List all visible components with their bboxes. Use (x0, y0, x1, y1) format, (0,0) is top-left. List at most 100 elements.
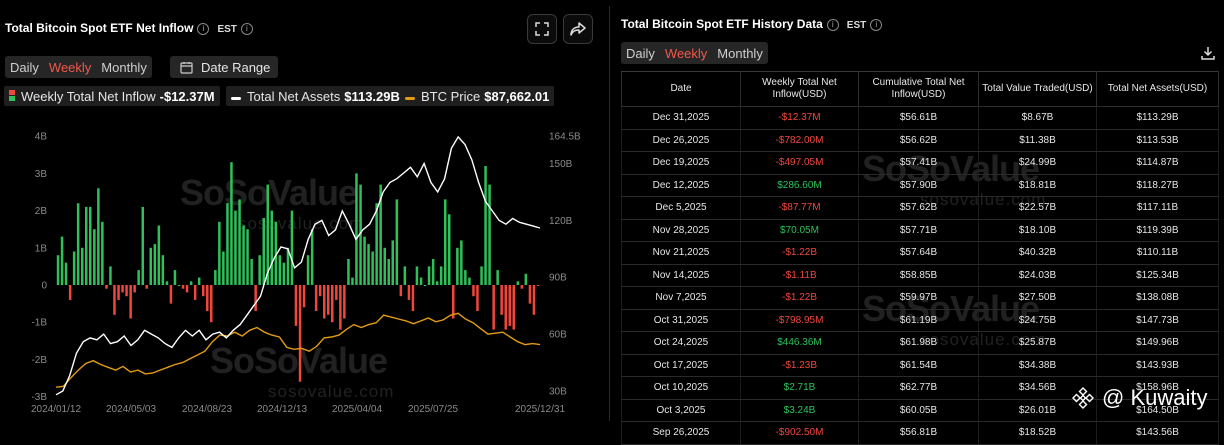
tab-daily[interactable]: Daily (10, 59, 39, 75)
inflow-bar[interactable] (282, 262, 286, 285)
inflow-bar[interactable] (60, 236, 64, 285)
legend-net-assets[interactable]: Total Net Assets $113.29B (226, 86, 405, 106)
inflow-bar[interactable] (343, 285, 346, 319)
info-icon[interactable]: i (870, 18, 883, 31)
inflow-bar[interactable] (391, 240, 395, 285)
inflow-bar[interactable] (371, 251, 374, 286)
download-icon[interactable] (1200, 45, 1216, 66)
inflow-bar[interactable] (314, 285, 318, 311)
fullscreen-icon[interactable] (527, 14, 557, 44)
inflow-bar[interactable] (97, 188, 100, 285)
tab-monthly[interactable]: Monthly (717, 45, 763, 61)
inflow-bar[interactable] (427, 266, 431, 285)
inflow-bar[interactable] (500, 285, 503, 315)
inflow-bar[interactable] (101, 221, 104, 285)
inflow-bar[interactable] (456, 247, 459, 285)
inflow-bar[interactable] (254, 285, 257, 311)
inflow-bar[interactable] (72, 251, 76, 286)
inflow-bar[interactable] (161, 255, 165, 285)
inflow-bar[interactable] (117, 285, 120, 300)
inflow-bar[interactable] (290, 210, 294, 285)
inflow-bar[interactable] (185, 285, 189, 293)
inflow-bar[interactable] (294, 285, 298, 326)
inflow-bar[interactable] (214, 270, 217, 285)
table-row[interactable]: Oct 31,2025 -$798.95M $61.19B $24.75B $147.7… (621, 309, 1219, 332)
inflow-bar[interactable] (387, 259, 391, 285)
inflow-bar[interactable] (476, 285, 479, 311)
inflow-bar[interactable] (383, 247, 387, 285)
inflow-bar[interactable] (484, 166, 487, 285)
inflow-bar[interactable] (113, 285, 116, 315)
info-icon[interactable]: i (240, 22, 253, 35)
inflow-bar[interactable] (238, 199, 241, 285)
inflow-bar[interactable] (423, 285, 427, 286)
date-range-button[interactable]: Date Range (170, 56, 278, 78)
inflow-bar[interactable] (302, 285, 306, 308)
inflow-bar[interactable] (125, 285, 128, 297)
inflow-bar[interactable] (355, 173, 358, 285)
legend-inflow[interactable]: Weekly Total Net Inflow -$12.37M (4, 86, 220, 106)
inflow-bar[interactable] (234, 210, 237, 285)
inflow-bar[interactable] (407, 285, 411, 300)
inflow-bar[interactable] (359, 184, 362, 285)
inflow-bar[interactable] (270, 210, 274, 285)
inflow-bar[interactable] (153, 244, 157, 285)
inflow-bar[interactable] (286, 247, 290, 285)
column-header-net-assets[interactable]: Total Net Assets(USD) (1096, 71, 1219, 107)
inflow-bar[interactable] (266, 184, 270, 285)
column-header-cumulative-inflow[interactable]: Cumulative Total Net Inflow(USD) (858, 71, 979, 107)
share-icon[interactable] (563, 14, 593, 44)
inflow-bar[interactable] (278, 255, 282, 285)
inflow-bar[interactable] (536, 285, 540, 286)
inflow-bar[interactable] (375, 203, 378, 285)
table-row[interactable]: Oct 24,2025 $446.36M $61.98B $25.87B $149.96… (621, 331, 1219, 355)
inflow-bar[interactable] (419, 277, 423, 285)
inflow-bar[interactable] (250, 259, 253, 285)
inflow-bar[interactable] (347, 259, 350, 285)
inflow-bar[interactable] (64, 262, 68, 285)
inflow-bar[interactable] (226, 203, 229, 285)
inflow-bar[interactable] (480, 266, 483, 285)
inflow-bar[interactable] (89, 206, 92, 285)
inflow-bar[interactable] (181, 285, 185, 289)
inflow-bar[interactable] (165, 281, 169, 285)
table-row[interactable]: Nov 7,2025 -$1.22B $59.97B $27.50B $138.08B (621, 286, 1219, 310)
inflow-bar[interactable] (246, 229, 249, 285)
inflow-bar[interactable] (109, 266, 112, 285)
inflow-bar[interactable] (512, 285, 516, 330)
tab-weekly[interactable]: Weekly (48, 59, 92, 75)
inflow-bar[interactable] (242, 225, 245, 286)
inflow-bar[interactable] (488, 184, 491, 285)
inflow-bar[interactable] (274, 221, 278, 285)
column-header-weekly-inflow[interactable]: Weekly Total Net Inflow(USD) (740, 71, 859, 107)
inflow-bar[interactable] (133, 285, 136, 293)
table-row[interactable]: Nov 21,2025 -$1.22B $57.64B $40.32B $110.11B (621, 241, 1219, 265)
inflow-bar[interactable] (197, 277, 201, 285)
table-row[interactable]: Dec 19,2025 -$497.05M $57.41B $24.99B $114.8… (621, 151, 1219, 175)
table-row[interactable]: Oct 10,2025 $2.71B $62.77B $34.56B $158.96B (621, 376, 1219, 400)
inflow-bar[interactable] (230, 162, 233, 285)
inflow-bar[interactable] (532, 285, 536, 315)
table-row[interactable]: Dec 5,2025 -$87.77M $57.62B $22.57B $117.11B (621, 196, 1219, 220)
inflow-bar[interactable] (431, 259, 435, 285)
legend-btc-price[interactable]: BTC Price $87,662.01 (400, 86, 555, 106)
inflow-bar[interactable] (81, 247, 84, 285)
inflow-bar[interactable] (56, 255, 60, 285)
table-row[interactable]: Nov 14,2025 -$1.11B $58.85B $24.03B $125.34B (621, 264, 1219, 287)
inflow-bar[interactable] (157, 225, 161, 286)
inflow-bar[interactable] (137, 270, 140, 285)
inflow-bar[interactable] (415, 266, 419, 285)
inflow-bar[interactable] (335, 285, 338, 300)
inflow-bar[interactable] (524, 273, 528, 285)
inflow-bar[interactable] (452, 285, 455, 319)
inflow-bar[interactable] (435, 281, 439, 285)
inflow-bar[interactable] (496, 270, 499, 285)
inflow-bar[interactable] (528, 285, 532, 304)
inflow-bar[interactable] (367, 244, 370, 285)
tab-daily[interactable]: Daily (626, 45, 655, 61)
inflow-bar[interactable] (363, 236, 366, 285)
inflow-bar[interactable] (460, 240, 463, 285)
inflow-bar[interactable] (439, 266, 443, 285)
table-row[interactable]: Nov 28,2025 $70.05M $57.71B $18.10B $119.39B (621, 219, 1219, 242)
table-row[interactable]: Oct 3,2025 $3.24B $60.05B $26.01B $164.50B (621, 399, 1219, 422)
